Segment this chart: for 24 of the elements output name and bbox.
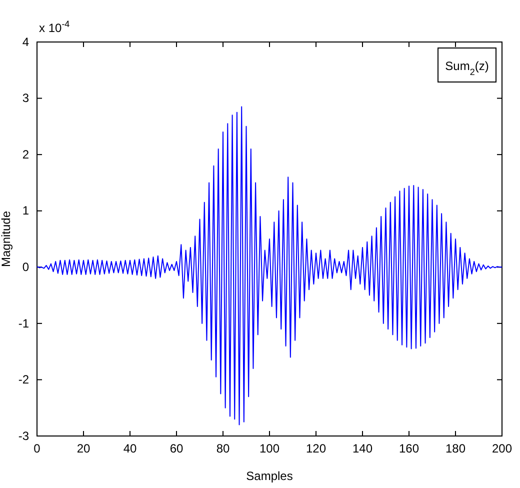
text: Sum$_{2}$(z) bbox=[445, 59, 489, 77]
line-series bbox=[36, 106, 502, 426]
x-tick-label: 180 bbox=[445, 442, 466, 456]
x-tick-label: 100 bbox=[259, 442, 280, 456]
y-tick-label: 1 bbox=[22, 204, 30, 218]
y-tick-label: 0 bbox=[22, 260, 30, 274]
y-tick-label: 4 bbox=[22, 34, 30, 49]
y-tick-label: 3 bbox=[22, 91, 30, 106]
y-tick-label: -2 bbox=[18, 372, 30, 387]
y-tick-label: -1 bbox=[18, 316, 30, 330]
x-tick-label: 140 bbox=[352, 442, 373, 456]
text: x 10$^{-4}$ bbox=[39, 19, 70, 35]
x-tick-label: 20 bbox=[76, 442, 90, 456]
x-tick-label: 120 bbox=[306, 442, 326, 456]
x-tick-label: 40 bbox=[123, 442, 137, 456]
y-axis-title: Magnitude bbox=[0, 210, 13, 268]
x-tick-label: 60 bbox=[170, 442, 184, 456]
x-tick-label: 80 bbox=[216, 442, 230, 456]
x-tick-label: 0 bbox=[34, 442, 41, 456]
x-axis-title: Samples bbox=[246, 469, 293, 483]
x-tick-label: 200 bbox=[492, 442, 512, 456]
x-tick-label: 160 bbox=[398, 442, 420, 456]
y-tick-label: -3 bbox=[18, 428, 30, 443]
y-tick-label: 2 bbox=[22, 147, 30, 162]
